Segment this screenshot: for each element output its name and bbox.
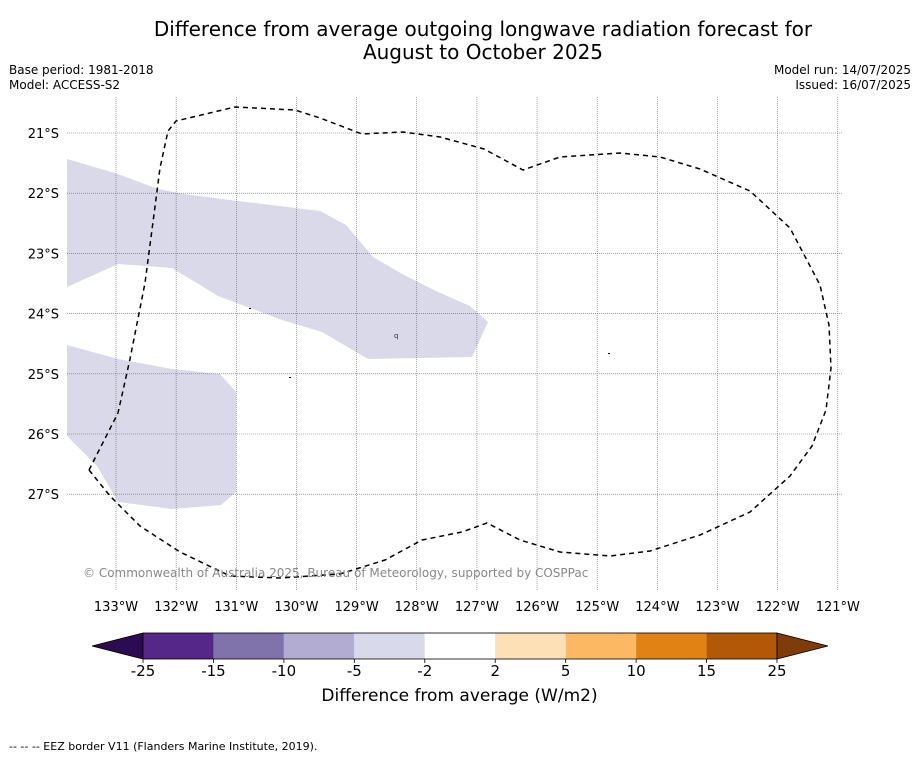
lon-tick-label: 132°W [154, 600, 198, 615]
model-run: Model run: 14/07/2025 [773, 63, 911, 77]
colorbar-tick-label: -15 [201, 662, 226, 680]
colorbar-frame [142, 632, 778, 660]
map-speck [289, 377, 291, 378]
title-line-2: August to October 2025 [362, 40, 604, 64]
lon-tick-label: 128°W [395, 600, 439, 615]
colorbar-bin [143, 633, 214, 659]
lat-tick-label: 26°S [28, 428, 59, 443]
lon-tick-label: 123°W [695, 600, 739, 615]
lon-tick-label: 133°W [94, 600, 138, 615]
colorbar-tick-label: 25 [767, 662, 786, 680]
lat-tick-label: 23°S [28, 247, 59, 262]
graticule: 21°S 22°S 23°S 24°S 25°S 26°S 27°S 133°W 132°W 13… [28, 97, 860, 615]
lat-tick-label: 27°S [28, 488, 59, 503]
lat-tick-label: 24°S [28, 308, 59, 323]
colorbar-bin [706, 633, 777, 659]
lat-tick-label: 25°S [28, 368, 59, 383]
lon-tick-label: 129°W [335, 600, 379, 615]
map-speck [249, 308, 251, 309]
lon-tick-label: 130°W [274, 600, 318, 615]
lon-tick-label: 124°W [635, 600, 679, 615]
colorbar-bin [495, 633, 566, 659]
anomaly-region-north [67, 159, 488, 359]
map-speck [608, 353, 610, 354]
colorbar: -25 -15 -10 -5 -2 2 5 10 15 25 [91, 632, 829, 680]
anomaly-region-south [67, 345, 236, 509]
lon-tick-label: 121°W [816, 600, 860, 615]
colorbar-tick-label: 15 [697, 662, 716, 680]
colorbar-tick-label: 2 [490, 662, 500, 680]
copyright-text: © Commonwealth of Australia 2025, Bureau… [83, 566, 588, 580]
lon-tick-label: 122°W [756, 600, 800, 615]
lon-tick-label: 125°W [575, 600, 619, 615]
title-line-1: Difference from average outgoing longwav… [153, 17, 813, 41]
colorbar-bin [283, 633, 355, 659]
colorbar-tick-label: -5 [347, 662, 362, 680]
colorbar-bin [424, 633, 496, 659]
colorbar-title: Difference from average (W/m2) [321, 686, 598, 706]
meta-right: Model run: 14/07/2025 Issued: 16/07/2025 [774, 63, 911, 93]
footer-note: -- -- -- EEZ border V11 (Flanders Marine… [9, 740, 318, 753]
meta-left: Base period: 1981-2018 Model: ACCESS-S2 [9, 63, 154, 93]
anomaly-layer [67, 159, 488, 509]
lat-tick-label: 22°S [28, 187, 59, 202]
colorbar-bin [354, 633, 425, 659]
base-period: Base period: 1981-2018 [9, 63, 154, 77]
lon-tick-label: 131°W [214, 600, 258, 615]
issued-date: Issued: 16/07/2025 [795, 78, 911, 92]
colorbar-bin [565, 633, 637, 659]
colorbar-tick-label: 10 [627, 662, 646, 680]
lon-tick-label: 126°W [515, 600, 559, 615]
map-label: q [394, 332, 398, 340]
colorbar-tick-label: -10 [272, 662, 297, 680]
lat-tick-label: 21°S [28, 127, 59, 142]
colorbar-tick-label: -2 [417, 662, 432, 680]
colorbar-extend-high [776, 632, 829, 660]
colorbar-tick-label: -25 [131, 662, 156, 680]
model-name: Model: ACCESS-S2 [9, 78, 121, 92]
colorbar-extend-low [91, 632, 144, 660]
lon-tick-label: 127°W [455, 600, 499, 615]
colorbar-bin [636, 633, 707, 659]
map-title: Difference from average outgoing longwav… [0, 18, 919, 64]
colorbar-bin [213, 633, 284, 659]
colorbar-tick-label: 5 [561, 662, 571, 680]
map-figure: 21°S 22°S 23°S 24°S 25°S 26°S 27°S 133°W 132°W 13… [28, 97, 860, 680]
